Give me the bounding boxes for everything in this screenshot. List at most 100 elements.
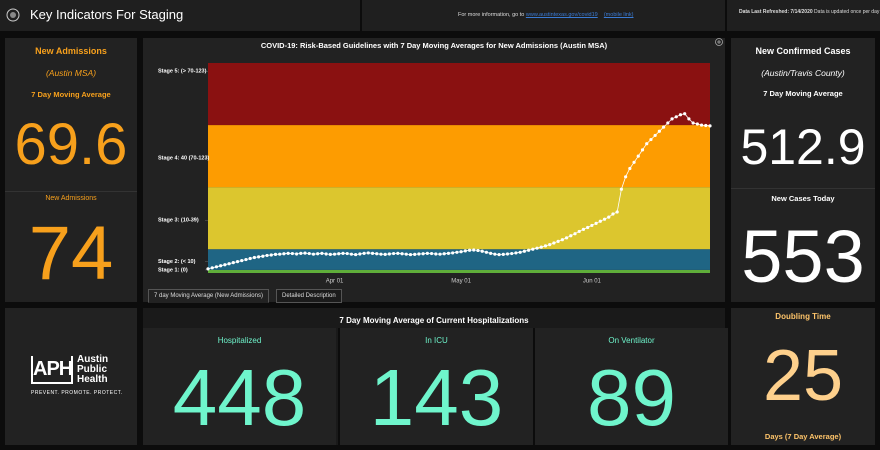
tab[interactable]: Detailed Description — [276, 289, 342, 303]
hospital-label: On Ventilator — [608, 336, 655, 345]
data-point — [299, 251, 303, 255]
data-point — [619, 187, 624, 191]
data-point — [645, 142, 649, 146]
data-point — [227, 262, 231, 266]
chart-panel: COVID-19: Risk-Based Guidelines with 7 D… — [143, 38, 725, 303]
data-point — [337, 252, 341, 256]
refresh-label: Data Last Refreshed: — [739, 9, 790, 15]
data-point — [383, 252, 387, 256]
data-point — [476, 248, 480, 253]
data-point — [505, 252, 510, 256]
today-label: New Admissions — [45, 195, 97, 202]
data-point — [451, 251, 455, 255]
data-point — [455, 250, 459, 254]
data-point — [683, 112, 687, 116]
data-point — [434, 252, 438, 256]
hospital-column: In ICU 143 — [338, 328, 533, 445]
panel-title: Doubling Time — [775, 312, 831, 321]
logo-line: Public — [77, 364, 108, 375]
y-tick-label: Stage 3: (10-39) — [158, 218, 199, 224]
data-point — [607, 215, 611, 219]
hospital-panel: 7 Day Moving Average of Current Hospital… — [143, 308, 728, 445]
data-point — [235, 260, 240, 264]
title-bar: Key Indicators For Staging — [0, 0, 360, 31]
data-point — [290, 251, 294, 256]
data-point — [429, 251, 434, 256]
data-point — [231, 261, 235, 265]
data-point — [548, 243, 552, 247]
data-point — [265, 253, 269, 258]
today-value: 553 — [741, 215, 865, 298]
stage-band — [208, 187, 710, 250]
panel-region: (Austin/Travis County) — [761, 68, 845, 78]
avg-value: 69.6 — [14, 112, 128, 177]
info-text: For more information, go to www.austinte… — [458, 12, 634, 18]
data-point — [400, 252, 404, 256]
data-point — [678, 113, 683, 117]
page-title: Key Indicators For Staging — [30, 7, 184, 22]
refresh-bar: Data Last Refreshed: 7/14/2020 Data is u… — [727, 0, 880, 31]
data-point — [531, 247, 535, 251]
data-point — [590, 223, 594, 228]
doubling-value: 25 — [762, 336, 844, 416]
data-point — [543, 244, 548, 248]
data-point — [307, 251, 311, 256]
data-point — [564, 236, 569, 240]
data-point — [328, 252, 332, 256]
data-point — [670, 117, 674, 121]
data-point — [560, 238, 564, 242]
logo-line: Health — [77, 374, 108, 385]
data-point — [269, 253, 273, 257]
data-point — [316, 252, 320, 256]
doubling-panel: Doubling Time 25 Days (7 Day Average) — [731, 308, 875, 445]
info-prefix: For more information, go to — [458, 12, 525, 18]
hospital-value: 143 — [369, 353, 504, 442]
data-point — [294, 252, 299, 256]
data-point — [210, 266, 214, 270]
today-label: New Cases Today — [771, 194, 835, 203]
refresh-date: 7/14/2020 — [790, 9, 813, 15]
x-tick-label: Jun 01 — [583, 279, 602, 285]
data-point — [370, 251, 375, 255]
data-point — [467, 248, 472, 252]
avg-label: 7 Day Moving Average — [763, 89, 843, 98]
data-point — [632, 160, 636, 164]
data-point — [674, 115, 678, 119]
data-point — [615, 210, 619, 214]
data-point — [366, 251, 370, 255]
data-point — [421, 252, 425, 256]
data-point — [628, 166, 632, 171]
logo-tagline: PREVENT. PROMOTE. PROTECT. — [31, 390, 123, 396]
data-point — [303, 251, 307, 255]
panel-title: New Admissions — [35, 46, 107, 56]
mobile-link[interactable]: (mobile link) — [603, 12, 634, 18]
data-point — [657, 129, 661, 133]
data-point — [699, 123, 704, 127]
logo-panel: APH Austin Public Health PREVENT. PROMOT… — [5, 308, 137, 445]
data-point — [379, 252, 383, 256]
data-point — [522, 249, 526, 253]
data-point — [446, 251, 451, 255]
data-point — [484, 250, 489, 254]
y-tick-label: Stage 5: (> 70-123) — [158, 69, 207, 75]
data-point — [598, 219, 602, 223]
hospital-label: Hospitalized — [217, 336, 262, 345]
data-point — [320, 251, 324, 255]
tab[interactable]: 7 day Moving Average (New Admissions) — [148, 289, 269, 303]
data-point — [636, 154, 640, 158]
data-point — [640, 148, 645, 152]
data-point — [573, 232, 577, 236]
data-point — [345, 251, 349, 256]
logo-line: Austin — [77, 354, 109, 365]
panel-title: 7 Day Moving Average of Current Hospital… — [339, 316, 529, 325]
logo-name: Austin Public Health — [77, 355, 108, 385]
data-point — [489, 251, 493, 255]
data-point — [362, 251, 366, 255]
data-point — [611, 212, 615, 216]
data-point — [392, 251, 396, 256]
info-link[interactable]: www.austintexas.gov/covid19 — [525, 12, 598, 18]
refresh-text: Data Last Refreshed: 7/14/2020 Data is u… — [739, 9, 879, 15]
data-point — [624, 175, 628, 179]
expand-icon[interactable] — [715, 38, 723, 46]
info-bar: For more information, go to www.austinte… — [362, 0, 725, 31]
